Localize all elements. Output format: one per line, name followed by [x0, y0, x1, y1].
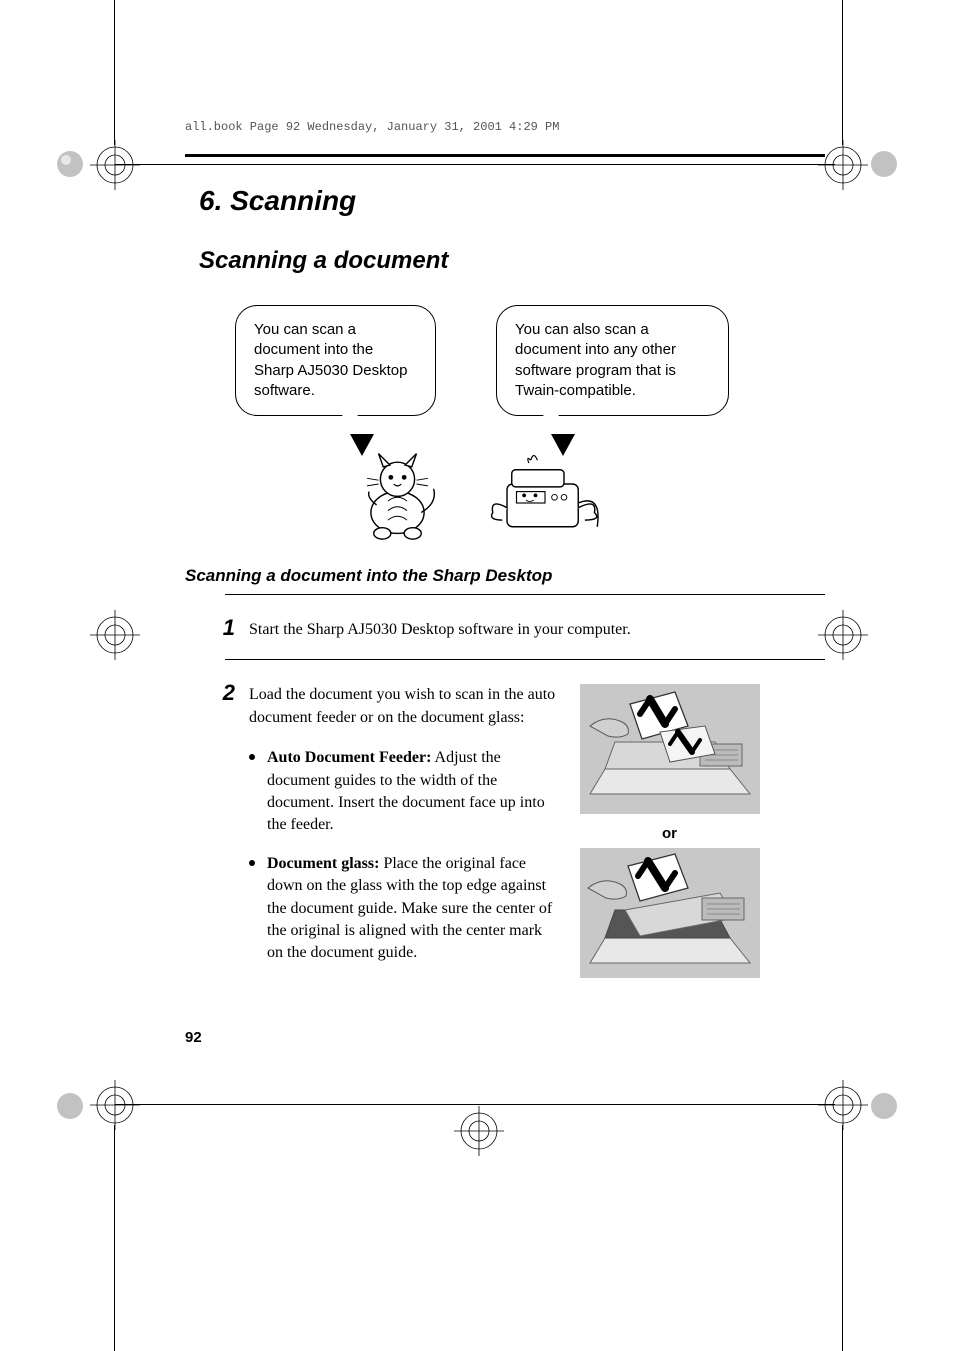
step-divider	[225, 659, 825, 660]
step-2-number: 2	[213, 680, 235, 980]
crop-mark-mid-left	[90, 610, 140, 660]
crop-guide-bottom-right-v	[842, 1125, 843, 1351]
callout-left: You can scan a document into the Sharp A…	[235, 305, 436, 416]
subsection-rule	[225, 594, 825, 595]
fax-machine-cartoon-icon	[475, 446, 615, 541]
crop-mark-mid-right	[818, 610, 868, 660]
chapter-title: 6. Scanning	[199, 185, 825, 217]
step-2: 2 Load the document you wish to scan in …	[213, 680, 559, 980]
crop-mark-bottom-right-dot	[868, 1090, 900, 1122]
callout-left-text: You can scan a document into the Sharp A…	[235, 305, 436, 416]
page-header-meta: all.book Page 92 Wednesday, January 31, …	[185, 120, 825, 134]
step-1-text: Start the Sharp AJ5030 Desktop software …	[249, 615, 631, 641]
crop-guide-bottom-h	[115, 1104, 835, 1105]
crop-guide-top-right-v	[842, 0, 843, 145]
auto-document-feeder-illustration	[580, 684, 760, 814]
title-rule	[185, 154, 825, 157]
cat-cartoon-icon	[350, 446, 445, 541]
crop-mark-bottom-left-dot	[54, 1090, 86, 1122]
step-1: 1 Start the Sharp AJ5030 Desktop softwar…	[213, 615, 825, 641]
crop-mark-top-left-target	[90, 140, 140, 190]
crop-guide-top-left-v	[114, 0, 115, 145]
crop-mark-bottom-right-target	[818, 1080, 868, 1130]
crop-mark-top-right-target	[818, 140, 868, 190]
crop-mark-bottom-left-target	[90, 1080, 140, 1130]
section-title: Scanning a document	[199, 247, 825, 275]
crop-guide-bottom-left-v	[114, 1125, 115, 1351]
callout-right-text: You can also scan a document into any ot…	[496, 305, 729, 416]
document-glass-illustration	[580, 848, 760, 978]
step-2-bullet-2-label: Document glass:	[267, 855, 379, 872]
crop-mark-top-left-dot	[54, 148, 86, 180]
step-2-bullet-1: Auto Document Feeder: Adjust the documen…	[249, 747, 559, 837]
callout-right: You can also scan a document into any ot…	[496, 305, 729, 416]
or-label: or	[577, 825, 762, 842]
step-2-bullet-1-label: Auto Document Feeder:	[267, 749, 431, 766]
step-2-bullet-2: Document glass: Place the original face …	[249, 853, 559, 965]
page-number: 92	[185, 1029, 825, 1046]
step-2-intro: Load the document you wish to scan in th…	[249, 686, 555, 725]
step-1-number: 1	[213, 615, 235, 641]
crop-mark-bottom-center	[454, 1106, 504, 1156]
subsection-title: Scanning a document into the Sharp Deskt…	[185, 566, 825, 586]
crop-mark-top-right-dot	[868, 148, 900, 180]
